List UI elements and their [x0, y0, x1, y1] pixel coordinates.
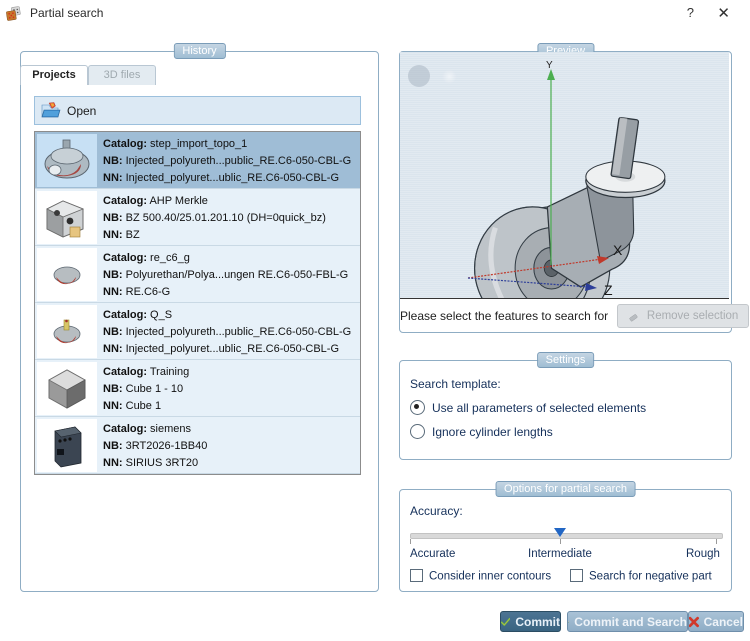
- svg-text:Y: Y: [546, 60, 553, 71]
- svg-text:X: X: [613, 242, 623, 258]
- svg-text:Z: Z: [604, 282, 613, 298]
